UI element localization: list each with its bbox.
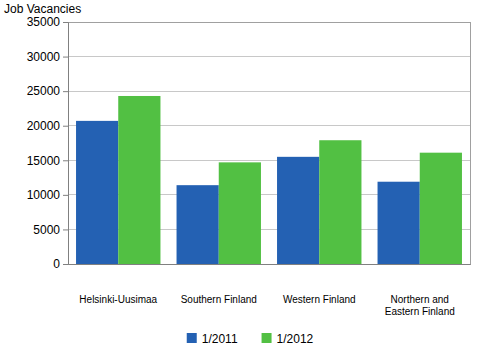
legend-item: 1/2012	[262, 332, 314, 346]
y-tick: 25000	[27, 84, 68, 98]
grid-line	[68, 91, 470, 92]
y-tick-mark	[63, 126, 68, 127]
bars	[76, 96, 462, 264]
legend: 1/2011 1/2012	[187, 332, 314, 346]
y-axis-line	[63, 23, 69, 265]
y-axis: 0 5000 10000 15000 20000 25000 30000 35000	[27, 15, 69, 271]
grid	[68, 22, 470, 264]
y-tick: 15000	[27, 154, 68, 168]
x-tick: Western Finland	[283, 294, 356, 305]
y-tick-mark	[63, 229, 68, 230]
y-tick-mark	[63, 91, 68, 92]
y-tick-label: 10000	[27, 188, 61, 202]
bar	[177, 185, 219, 264]
y-tick-mark	[63, 57, 68, 58]
y-tick-label: 35000	[27, 15, 61, 29]
legend-label: 1/2011	[202, 332, 238, 346]
y-tick-label: 30000	[27, 50, 61, 64]
x-tick: Helsinki-Uusimaa	[79, 294, 157, 305]
y-tick-mark	[63, 22, 68, 23]
x-tick: Southern Finland	[181, 294, 257, 305]
chart: 0 5000 10000 15000 20000 25000 30000 35000 Helsi…	[0, 0, 500, 350]
plot: 0 5000 10000 15000 20000 25000 30000 35000 Helsi…	[27, 15, 471, 317]
y-tick: 10000	[27, 188, 68, 202]
bar	[277, 157, 319, 264]
y-tick: 30000	[27, 50, 68, 64]
bar	[420, 153, 462, 264]
x-axis-line	[69, 264, 471, 265]
x-axis: Helsinki-Uusimaa Southern Finland Western …	[69, 265, 471, 318]
y-tick-mark	[63, 264, 68, 265]
y-tick-label: 0	[53, 257, 60, 271]
bar	[219, 162, 261, 264]
y-tick: 0	[53, 257, 68, 271]
legend-item: 1/2011	[187, 332, 238, 346]
y-tick-label: 5000	[33, 223, 60, 237]
y-tick: 20000	[27, 119, 68, 133]
y-axis-title: Job Vacancies	[4, 2, 81, 16]
y-tick: 5000	[33, 223, 68, 237]
x-tick-label: Northern andEastern Finland	[385, 294, 455, 317]
bar	[76, 121, 118, 264]
x-tick-label: Western Finland	[283, 294, 356, 305]
x-tick-label: Southern Finland	[181, 294, 257, 305]
bar	[319, 140, 361, 264]
y-tick-label: 25000	[27, 84, 61, 98]
plot-frame	[68, 22, 470, 264]
legend-swatch	[262, 333, 272, 343]
x-tick: Northern andEastern Finland	[385, 294, 455, 317]
y-tick-label: 15000	[27, 154, 61, 168]
legend-label: 1/2012	[277, 332, 314, 346]
legend-swatch	[187, 333, 197, 343]
x-tick-label: Helsinki-Uusimaa	[79, 294, 157, 305]
y-tick-mark	[63, 160, 68, 161]
y-tick: 35000	[27, 15, 68, 29]
bar	[118, 96, 160, 264]
y-tick-label: 20000	[27, 119, 61, 133]
grid-line	[68, 56, 470, 57]
y-tick-mark	[63, 195, 68, 196]
bar	[378, 182, 420, 264]
